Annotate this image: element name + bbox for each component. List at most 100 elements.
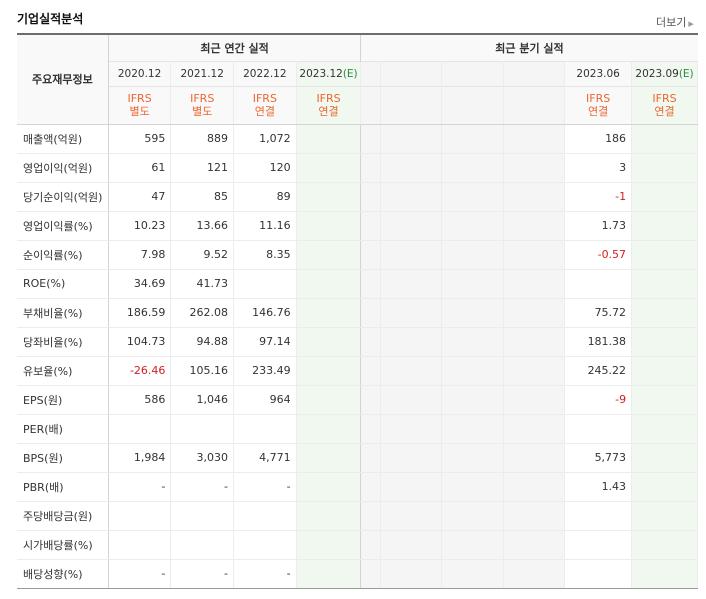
quarter-value-cell: 1.43	[564, 472, 633, 502]
quarter-value-cell	[503, 182, 566, 212]
quarter-value-cell	[441, 269, 504, 299]
annual-value-cell: 97.14	[233, 327, 297, 357]
annual-value-cell	[296, 472, 362, 502]
quarter-value-cell	[631, 327, 698, 357]
row-label: 영업이익률(%)	[17, 210, 109, 241]
annual-value-cell: 595	[108, 124, 172, 154]
quarter-value-cell	[441, 530, 504, 560]
quarter-value-cell	[360, 182, 381, 212]
annual-value-cell: 120	[233, 153, 297, 183]
annual-value-cell: -26.46	[108, 356, 172, 386]
quarter-value-cell: -0.57	[564, 240, 633, 270]
quarter-value-cell: -9	[564, 384, 633, 415]
quarter-value-cell	[360, 443, 381, 473]
annual-value-cell: 233.49	[233, 356, 297, 386]
quarter-value-cell	[631, 443, 698, 473]
annual-value-cell: -	[108, 472, 172, 502]
annual-value-cell: 186.59	[108, 297, 172, 328]
table-row: PBR(배) - - -1.43	[17, 472, 698, 502]
financial-summary-table: 주요재무정보 최근 연간 실적 최근 분기 실적 2020.12 2021.12 2…	[17, 33, 698, 589]
quarter-value-cell: 245.22	[564, 356, 633, 386]
row-label: PER(배)	[17, 414, 109, 444]
accounting-standard-header: IFRS 별도	[108, 85, 172, 125]
quarter-value-cell	[360, 356, 381, 386]
quarter-value-cell	[441, 210, 504, 241]
annual-value-cell	[233, 269, 297, 299]
table-row: 영업이익률(%) 10.23 13.66 11.16 1.73	[17, 210, 698, 241]
table-row: PER(배)	[17, 414, 698, 444]
quarter-value-cell	[441, 124, 504, 154]
annual-value-cell: 9.52	[170, 240, 235, 270]
quarter-value-cell: -1	[564, 182, 633, 212]
standard-label: IFRS	[252, 92, 277, 105]
row-label: 배당성향(%)	[17, 559, 109, 589]
annual-value-cell	[296, 530, 362, 560]
quarter-value-cell	[380, 210, 443, 241]
quarter-value-cell	[360, 559, 381, 589]
annual-value-cell: 104.73	[108, 327, 172, 357]
quarter-value-cell	[380, 414, 443, 444]
quarter-value-cell	[631, 297, 698, 328]
consolidation-label: 연결	[588, 105, 609, 118]
more-link[interactable]: 더보기 ▶	[656, 14, 694, 30]
annual-value-cell: 13.66	[170, 210, 235, 241]
annual-value-cell	[296, 153, 362, 183]
annual-value-cell: 7.98	[108, 240, 172, 270]
quarter-value-cell	[380, 559, 443, 589]
annual-value-cell	[233, 414, 297, 444]
quarter-value-cell	[441, 297, 504, 328]
quarter-value-cell	[441, 559, 504, 589]
quarter-value-cell	[564, 530, 633, 560]
annual-value-cell	[296, 384, 362, 415]
quarter-value-cell	[360, 530, 381, 560]
annual-value-cell	[233, 500, 297, 531]
annual-value-cell	[108, 500, 172, 531]
table-row: 배당성향(%) - - -	[17, 559, 698, 589]
quarterly-group-header: 최근 분기 실적	[360, 33, 698, 61]
quarter-value-cell	[503, 443, 566, 473]
quarter-value-cell	[503, 530, 566, 560]
more-label: 더보기	[656, 16, 687, 29]
quarter-value-cell	[503, 327, 566, 357]
annual-value-cell: 262.08	[170, 297, 235, 328]
row-label: ROE(%)	[17, 269, 109, 299]
annual-value-cell: 61	[108, 153, 172, 183]
quarter-value-cell	[360, 124, 381, 154]
quarter-value-cell	[631, 384, 698, 415]
row-label: 순이익률(%)	[17, 240, 109, 270]
annual-value-cell: 3,030	[170, 443, 235, 473]
quarter-value-cell	[503, 210, 566, 241]
accounting-standard-header	[441, 85, 504, 125]
quarter-period-header	[503, 60, 566, 86]
quarter-value-cell	[631, 269, 698, 299]
quarter-value-cell	[441, 384, 504, 415]
quarter-value-cell	[631, 356, 698, 386]
annual-value-cell: -	[233, 559, 297, 589]
quarter-value-cell	[380, 297, 443, 328]
annual-period-header: 2020.12	[108, 60, 172, 86]
annual-value-cell	[170, 500, 235, 531]
quarter-value-cell	[360, 153, 381, 183]
quarter-value-cell	[441, 327, 504, 357]
quarter-value-cell	[360, 500, 381, 531]
annual-value-cell	[296, 414, 362, 444]
annual-value-cell: 47	[108, 182, 172, 212]
standard-label: IFRS	[586, 92, 611, 105]
table-row: 순이익률(%) 7.98 9.52 8.35 -0.57	[17, 240, 698, 270]
quarter-value-cell	[564, 269, 633, 299]
quarter-value-cell	[380, 182, 443, 212]
quarter-value-cell	[441, 356, 504, 386]
quarter-value-cell	[564, 414, 633, 444]
quarter-period-header	[441, 60, 504, 86]
annual-value-cell: 121	[170, 153, 235, 183]
accounting-standard-header: IFRS 연결	[631, 85, 698, 125]
quarter-value-cell: 75.72	[564, 297, 633, 328]
annual-period-header: 2023.12(E)	[296, 60, 362, 86]
annual-value-cell	[296, 559, 362, 589]
standard-label: IFRS	[127, 92, 152, 105]
quarter-value-cell	[631, 500, 698, 531]
quarter-value-cell	[441, 500, 504, 531]
annual-value-cell: 8.35	[233, 240, 297, 270]
quarter-value-cell	[380, 269, 443, 299]
quarter-value-cell	[360, 269, 381, 299]
